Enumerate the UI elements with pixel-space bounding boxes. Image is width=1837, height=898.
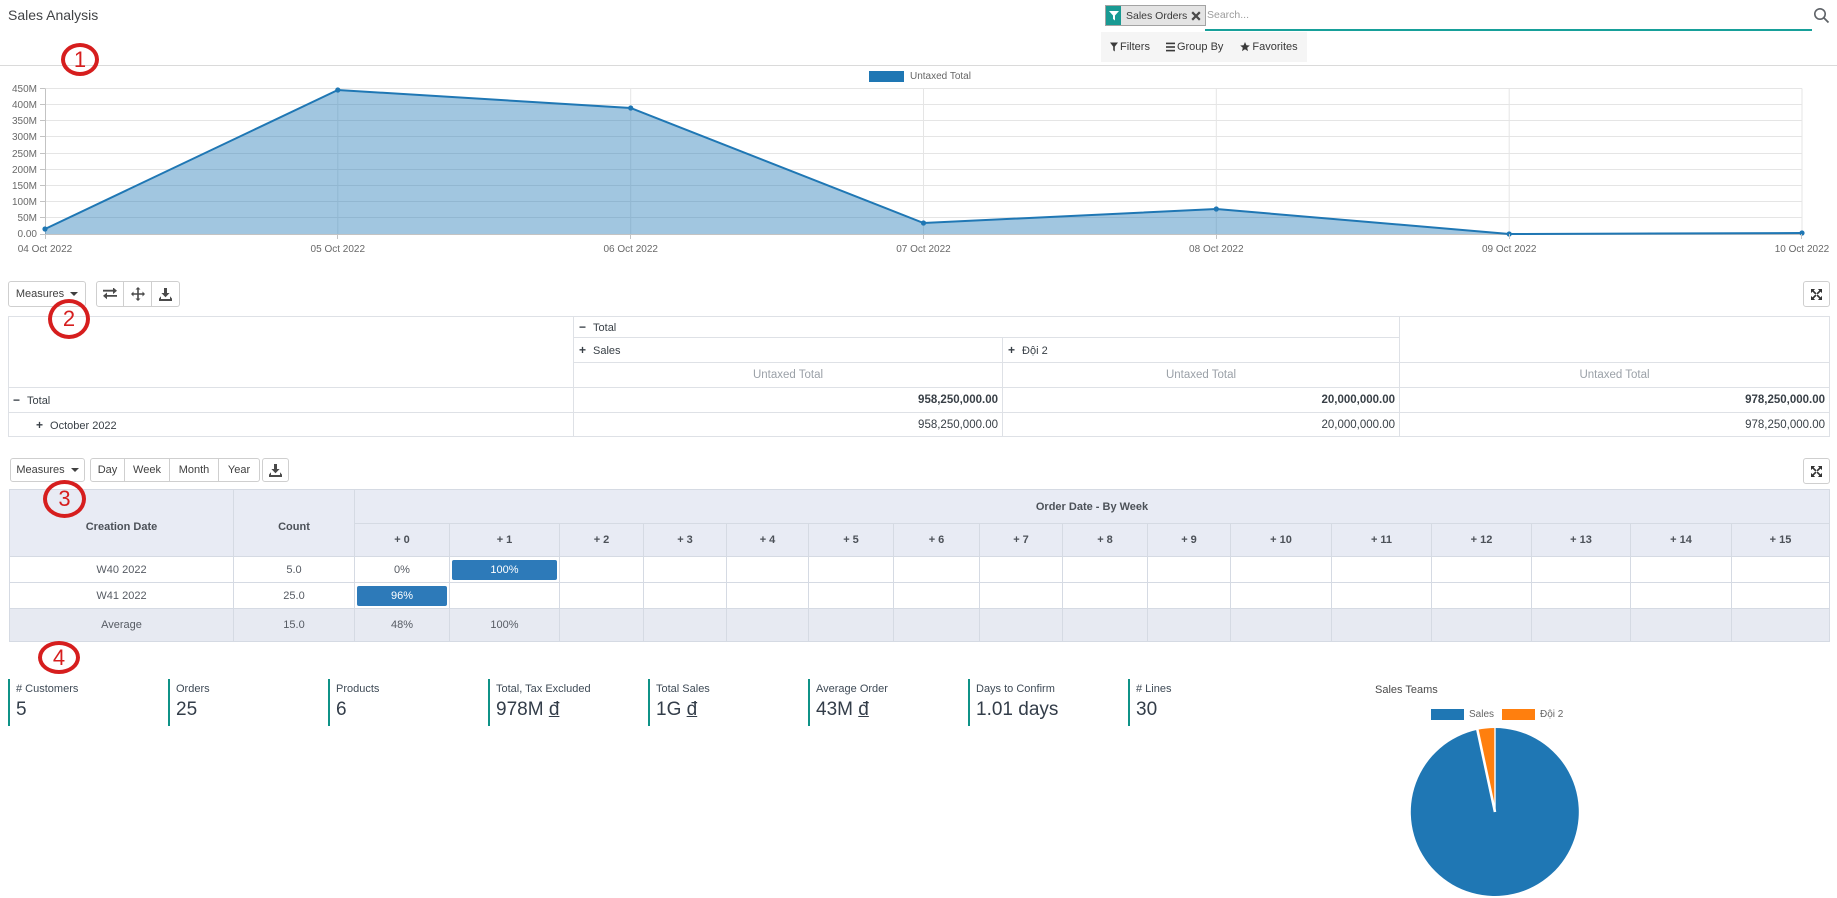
- svg-text:50M: 50M: [18, 213, 37, 224]
- svg-text:250M: 250M: [12, 149, 37, 160]
- svg-text:150M: 150M: [12, 181, 37, 192]
- svg-text:0.00: 0.00: [18, 229, 38, 240]
- svg-text:200M: 200M: [12, 165, 37, 176]
- svg-text:07 Oct 2022: 07 Oct 2022: [896, 244, 951, 255]
- svg-text:100M: 100M: [12, 197, 37, 208]
- svg-text:10 Oct 2022: 10 Oct 2022: [1775, 244, 1830, 255]
- svg-text:350M: 350M: [12, 116, 37, 127]
- svg-text:09 Oct 2022: 09 Oct 2022: [1482, 244, 1537, 255]
- svg-text:450M: 450M: [12, 84, 37, 95]
- svg-text:300M: 300M: [12, 132, 37, 143]
- svg-text:05 Oct 2022: 05 Oct 2022: [311, 244, 366, 255]
- svg-text:04 Oct 2022: 04 Oct 2022: [18, 244, 73, 255]
- svg-text:06 Oct 2022: 06 Oct 2022: [603, 244, 658, 255]
- svg-text:400M: 400M: [12, 100, 37, 111]
- svg-text:08 Oct 2022: 08 Oct 2022: [1189, 244, 1244, 255]
